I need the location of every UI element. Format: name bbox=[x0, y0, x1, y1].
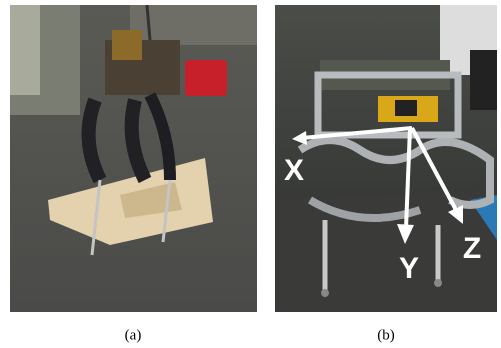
axis-label: Z bbox=[463, 232, 481, 265]
caption: (b) bbox=[377, 327, 395, 343]
axis-label: X bbox=[284, 154, 304, 187]
figure: X Y Z (a) (b) bbox=[0, 0, 501, 348]
photo-a bbox=[10, 5, 257, 312]
caption: (a) bbox=[125, 327, 142, 343]
photo-b: X Y Z bbox=[275, 5, 497, 312]
axis-label: Y bbox=[399, 252, 419, 285]
